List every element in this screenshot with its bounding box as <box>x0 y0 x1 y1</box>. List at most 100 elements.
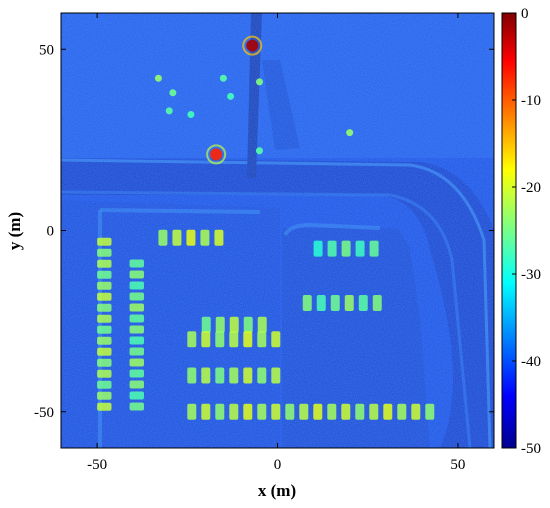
car-blob <box>257 403 267 420</box>
car-blob <box>372 295 382 311</box>
car-blob <box>97 281 112 290</box>
car-blob <box>257 331 267 348</box>
car-blob <box>201 316 211 333</box>
hotspot-1 <box>210 148 223 161</box>
car-blob <box>187 331 197 348</box>
car-blob <box>129 380 144 389</box>
car-blob <box>97 325 112 334</box>
car-blob <box>341 403 351 420</box>
car-blob <box>129 281 144 290</box>
car-blob <box>97 270 112 279</box>
car-blob <box>172 229 182 246</box>
car-row-6 <box>187 367 281 384</box>
car-blob <box>201 403 211 420</box>
car-blob <box>97 248 112 257</box>
car-blob <box>129 270 144 279</box>
x-axis-label: x (m) <box>258 481 296 500</box>
car-row-0 <box>97 237 112 411</box>
car-blob <box>201 331 211 348</box>
car-blob <box>243 331 253 348</box>
car-blob <box>327 240 337 257</box>
car-blob <box>313 403 323 420</box>
hotspot-7 <box>346 129 354 137</box>
y-tick-label: 0 <box>47 224 55 240</box>
car-blob <box>186 229 196 246</box>
car-blob <box>129 325 144 334</box>
car-blob <box>97 369 112 378</box>
car-blob <box>327 403 337 420</box>
hotspot-halo-1 <box>206 144 227 165</box>
colorbar-tick-label: -20 <box>521 180 541 196</box>
x-tick-label: 50 <box>450 457 465 473</box>
car-blob <box>243 403 253 420</box>
car-blob <box>158 229 168 246</box>
car-blob <box>344 295 354 311</box>
car-blob <box>201 367 211 384</box>
car-blob <box>358 295 368 311</box>
colorbar-tick-label: -30 <box>521 267 541 283</box>
car-blob <box>97 402 112 411</box>
car-blob <box>129 259 144 268</box>
car-blob <box>129 358 144 367</box>
x-tick-label: 0 <box>274 457 282 473</box>
car-row-4 <box>187 331 281 348</box>
heatmap-plot <box>61 13 494 448</box>
car-blob <box>129 292 144 301</box>
hotspot-6 <box>255 78 263 86</box>
car-blob <box>129 347 144 356</box>
car-row-8 <box>313 240 379 257</box>
car-blob <box>129 336 144 345</box>
car-blob <box>397 403 407 420</box>
car-blob <box>97 336 112 345</box>
y-tick-label: 50 <box>39 42 54 58</box>
car-blob <box>215 403 225 420</box>
car-blob <box>243 367 253 384</box>
car-blob <box>97 292 112 301</box>
car-blob <box>383 403 393 420</box>
car-blob <box>425 403 435 420</box>
car-blob <box>215 331 225 348</box>
car-blob <box>299 403 309 420</box>
colorbar-tick-label: 0 <box>521 6 529 22</box>
y-axis: 50 0 -50 <box>34 42 494 421</box>
car-blob <box>271 403 281 420</box>
car-blob <box>355 403 365 420</box>
hotspot-5 <box>227 92 235 100</box>
car-blob <box>271 331 281 348</box>
car-blob <box>129 314 144 323</box>
car-blob <box>330 295 340 311</box>
car-row-group <box>97 229 435 420</box>
car-blob <box>369 403 379 420</box>
car-blob <box>129 369 144 378</box>
hotspot-halo-0 <box>242 35 263 56</box>
colorbar <box>501 12 517 449</box>
y-tick-label: -50 <box>34 405 54 421</box>
hotspot-group <box>154 35 354 165</box>
car-blob <box>229 367 239 384</box>
car-blob <box>97 237 112 246</box>
car-blob <box>243 316 253 333</box>
car-row-3 <box>201 316 267 333</box>
car-blob <box>355 240 365 257</box>
car-blob <box>97 314 112 323</box>
colorbar-tick-label: -40 <box>521 354 541 370</box>
car-blob <box>97 358 112 367</box>
colorbar-ticks: 0 -10 -20 -30 -40 -50 <box>512 6 541 457</box>
car-blob <box>215 316 225 333</box>
car-blob <box>200 229 210 246</box>
car-blob <box>229 403 239 420</box>
car-blob <box>97 391 112 400</box>
car-row-2 <box>158 229 224 246</box>
car-blob <box>129 303 144 312</box>
car-blob <box>129 391 144 400</box>
hotspot-2 <box>154 74 162 82</box>
car-row-1 <box>129 259 144 411</box>
car-blob <box>187 403 197 420</box>
hotspot-10 <box>187 111 195 118</box>
car-row-5 <box>302 295 382 311</box>
hotspot-4 <box>219 74 227 82</box>
car-blob <box>97 347 112 356</box>
car-blob <box>257 316 267 333</box>
car-blob <box>302 295 312 311</box>
